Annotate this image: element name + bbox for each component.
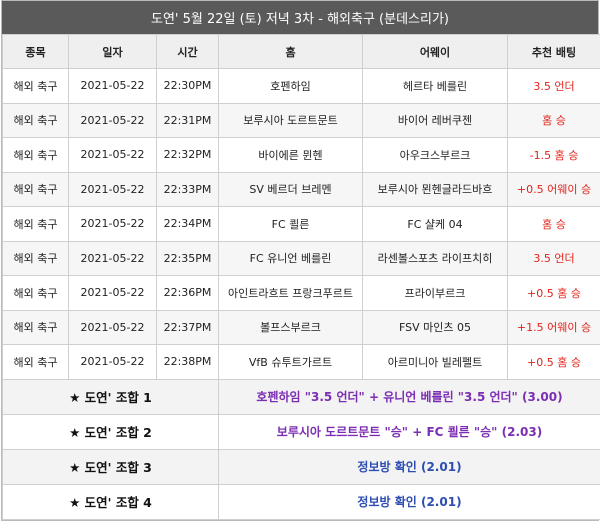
cell-date: 2021-05-22: [68, 137, 157, 173]
betting-table: 종목 일자 시간 홈 어웨이 추천 배팅 해외 축구 2021-05-22 22…: [2, 34, 600, 520]
cell-pick: +0.5 어웨이 승: [507, 171, 600, 207]
cell-date: 2021-05-22: [68, 344, 157, 380]
combo-value: 정보방 확인 (2.01): [218, 483, 600, 520]
cell-time: 22:35PM: [156, 240, 219, 276]
table-row: 해외 축구 2021-05-22 22:36PM 아인트라흐트 프랑크푸르트 프…: [2, 275, 600, 311]
col-header-home: 홈: [218, 34, 363, 69]
combo-row: ★ 도연' 조합 2 보루시아 도르트문트 "승" + FC 쾰른 "승" (2…: [2, 413, 600, 450]
cell-away: 라센볼스포츠 라이프치히: [362, 240, 508, 276]
combo-row: ★ 도연' 조합 4 정보방 확인 (2.01): [2, 483, 600, 520]
cell-sport: 해외 축구: [2, 137, 69, 173]
cell-pick: 3.5 언더: [507, 68, 600, 104]
table-row: 해외 축구 2021-05-22 22:37PM 볼프스부르크 FSV 마인츠 …: [2, 309, 600, 345]
col-header-pick: 추천 배팅: [507, 34, 600, 69]
cell-pick: 3.5 언더: [507, 240, 600, 276]
cell-away: 아르미니아 빌레펠트: [362, 344, 508, 380]
cell-home: 아인트라흐트 프랑크푸르트: [218, 275, 363, 311]
cell-home: 볼프스부르크: [218, 309, 363, 345]
combo-value: 정보방 확인 (2.01): [218, 448, 600, 485]
cell-sport: 해외 축구: [2, 309, 69, 345]
cell-away: 보루시아 묀헨글라드바흐: [362, 171, 508, 207]
combo-label: ★ 도연' 조합 1: [2, 378, 219, 415]
cell-time: 22:38PM: [156, 344, 219, 380]
table-row: 해외 축구 2021-05-22 22:31PM 보루시아 도르트문트 바이어 …: [2, 102, 600, 138]
cell-date: 2021-05-22: [68, 240, 157, 276]
cell-home: FC 쾰른: [218, 206, 363, 242]
cell-pick: +0.5 홈 승: [507, 275, 600, 311]
cell-time: 22:33PM: [156, 171, 219, 207]
cell-time: 22:32PM: [156, 137, 219, 173]
cell-pick: 홈 승: [507, 206, 600, 242]
cell-time: 22:34PM: [156, 206, 219, 242]
cell-time: 22:31PM: [156, 102, 219, 138]
col-header-time: 시간: [156, 34, 219, 69]
combo-row: ★ 도연' 조합 3 정보방 확인 (2.01): [2, 448, 600, 485]
cell-sport: 해외 축구: [2, 171, 69, 207]
table-row: 해외 축구 2021-05-22 22:32PM 바이에른 뮌헨 아우크스부르크…: [2, 137, 600, 173]
col-header-away: 어웨이: [362, 34, 508, 69]
cell-date: 2021-05-22: [68, 309, 157, 345]
cell-time: 22:36PM: [156, 275, 219, 311]
combo-row: ★ 도연' 조합 1 호펜하임 "3.5 언더" + 유니언 베를린 "3.5 …: [2, 378, 600, 415]
cell-home: VfB 슈투트가르트: [218, 344, 363, 380]
cell-date: 2021-05-22: [68, 171, 157, 207]
combo-label: ★ 도연' 조합 4: [2, 483, 219, 520]
col-header-sport: 종목: [2, 34, 69, 69]
cell-away: 헤르타 베를린: [362, 68, 508, 104]
table-row: 해외 축구 2021-05-22 22:38PM VfB 슈투트가르트 아르미니…: [2, 344, 600, 380]
cell-sport: 해외 축구: [2, 68, 69, 104]
combo-label: ★ 도연' 조합 2: [2, 413, 219, 450]
cell-away: FC 샬케 04: [362, 206, 508, 242]
cell-away: 아우크스부르크: [362, 137, 508, 173]
cell-time: 22:37PM: [156, 309, 219, 345]
table-row: 해외 축구 2021-05-22 22:35PM FC 유니언 베를린 라센볼스…: [2, 240, 600, 276]
cell-date: 2021-05-22: [68, 102, 157, 138]
cell-pick: 홈 승: [507, 102, 600, 138]
combo-value: 보루시아 도르트문트 "승" + FC 쾰른 "승" (2.03): [218, 413, 600, 450]
col-header-date: 일자: [68, 34, 157, 69]
combo-value: 호펜하임 "3.5 언더" + 유니언 베를린 "3.5 언더" (3.00): [218, 378, 600, 415]
cell-pick: +1.5 어웨이 승: [507, 309, 600, 345]
cell-pick: +0.5 홈 승: [507, 344, 600, 380]
cell-home: 바이에른 뮌헨: [218, 137, 363, 173]
cell-sport: 해외 축구: [2, 275, 69, 311]
cell-date: 2021-05-22: [68, 68, 157, 104]
cell-home: SV 베르더 브레멘: [218, 171, 363, 207]
cell-away: 바이어 레버쿠젠: [362, 102, 508, 138]
cell-home: FC 유니언 베를린: [218, 240, 363, 276]
cell-time: 22:30PM: [156, 68, 219, 104]
cell-away: 프라이부르크: [362, 275, 508, 311]
cell-date: 2021-05-22: [68, 275, 157, 311]
cell-sport: 해외 축구: [2, 206, 69, 242]
cell-pick: -1.5 홈 승: [507, 137, 600, 173]
table-title: 도연' 5월 22일 (토) 저녁 3차 - 해외축구 (분데스리가): [2, 1, 598, 34]
cell-away: FSV 마인츠 05: [362, 309, 508, 345]
combo-label: ★ 도연' 조합 3: [2, 448, 219, 485]
cell-home: 보루시아 도르트문트: [218, 102, 363, 138]
cell-sport: 해외 축구: [2, 240, 69, 276]
table-row: 해외 축구 2021-05-22 22:33PM SV 베르더 브레멘 보루시아…: [2, 171, 600, 207]
table-row: 해외 축구 2021-05-22 22:34PM FC 쾰른 FC 샬케 04 …: [2, 206, 600, 242]
table-row: 해외 축구 2021-05-22 22:30PM 호펜하임 헤르타 베를린 3.…: [2, 68, 600, 104]
cell-home: 호펜하임: [218, 68, 363, 104]
header-row: 종목 일자 시간 홈 어웨이 추천 배팅: [2, 34, 600, 69]
cell-sport: 해외 축구: [2, 344, 69, 380]
cell-sport: 해외 축구: [2, 102, 69, 138]
cell-date: 2021-05-22: [68, 206, 157, 242]
